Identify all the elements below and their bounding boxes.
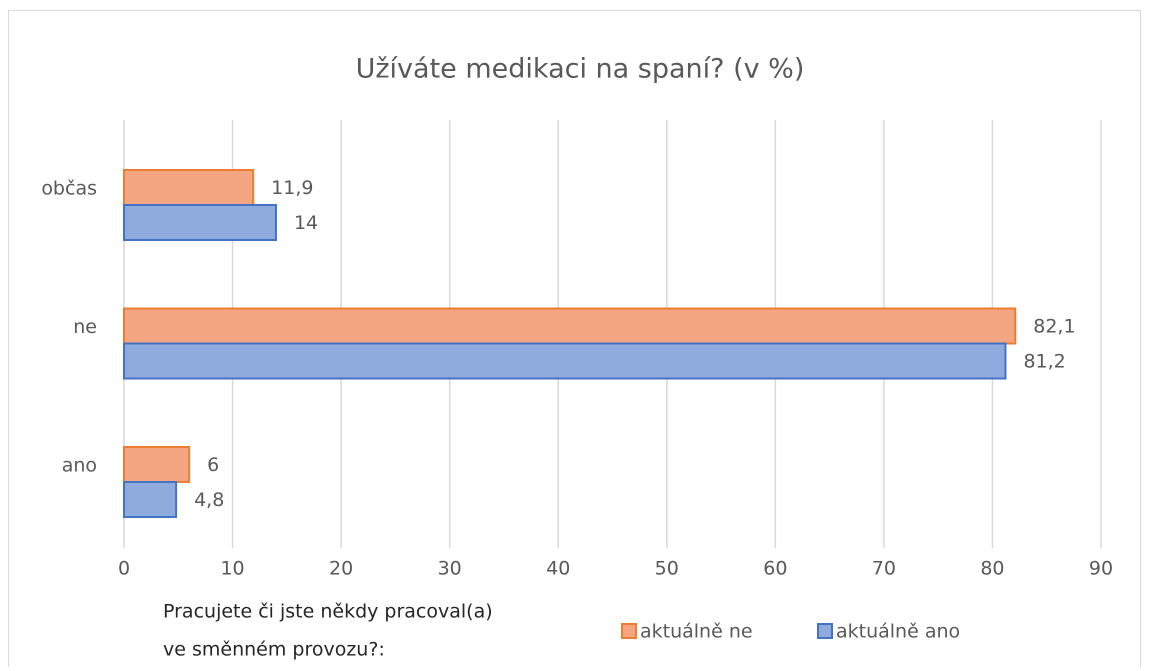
bar [123, 204, 277, 241]
y-tick-label: občas [41, 178, 97, 200]
y-tick-label: ne [73, 316, 97, 338]
y-tick-label: ano [62, 455, 97, 477]
value-label: 11,9 [271, 177, 313, 199]
x-tick-label: 60 [763, 558, 787, 580]
value-label: 14 [294, 212, 318, 234]
value-label: 6 [207, 454, 219, 476]
legend-swatch [621, 623, 637, 639]
bar [123, 446, 191, 483]
x-tick-label: 10 [220, 558, 244, 580]
bar [123, 342, 1007, 380]
legend-label: aktuálně ne [640, 621, 753, 643]
chart-title: Užíváte medikaci na spaní? (v %) [356, 54, 805, 85]
value-label: 81,2 [1023, 351, 1065, 373]
bar [123, 307, 1017, 345]
legend-title: Pracujete či jste někdy pracoval(a) [163, 601, 493, 623]
bar [123, 481, 178, 518]
x-tick-label: 90 [1089, 558, 1113, 580]
x-tick-label: 80 [980, 558, 1004, 580]
x-tick-label: 50 [655, 558, 679, 580]
value-label: 82,1 [1033, 316, 1075, 338]
x-tick-label: 40 [546, 558, 570, 580]
legend-title: ve směnném provozu?: [163, 639, 385, 661]
x-tick-label: 20 [329, 558, 353, 580]
legend-swatch [817, 623, 833, 639]
x-tick-label: 0 [118, 558, 130, 580]
x-tick-label: 30 [438, 558, 462, 580]
legend-label: aktuálně ano [836, 621, 960, 643]
x-tick-label: 70 [872, 558, 896, 580]
bar [123, 169, 255, 206]
value-label: 4,8 [194, 489, 224, 511]
